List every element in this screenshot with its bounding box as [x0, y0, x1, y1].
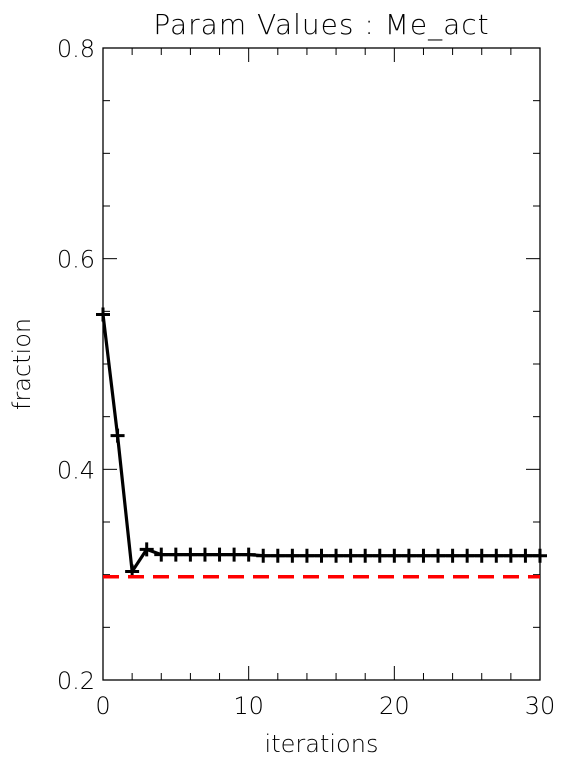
x-tick-label: 30 — [525, 692, 556, 720]
y-axis-label: fraction — [8, 318, 36, 410]
data-point-marker — [358, 548, 373, 563]
data-point-marker — [154, 547, 169, 562]
data-point-marker — [503, 548, 518, 563]
data-point-marker — [372, 548, 387, 563]
data-point-marker — [256, 548, 271, 563]
data-point-marker — [212, 547, 227, 562]
y-tick-label: 0.4 — [57, 456, 95, 484]
data-point-marker — [518, 548, 533, 563]
data-point-marker — [489, 548, 504, 563]
data-point-marker — [168, 547, 183, 562]
data-point-marker — [270, 548, 285, 563]
data-point-marker — [110, 428, 125, 443]
series-line — [101, 314, 540, 574]
data-point-marker — [329, 548, 344, 563]
plot-area: 0 10 20 30 0.2 0.4 0.6 0.8 — [57, 35, 555, 720]
x-tick-label: 0 — [95, 692, 110, 720]
data-point-marker — [401, 548, 416, 563]
data-point-marker — [474, 548, 489, 563]
x-axis-label: iterations — [265, 730, 379, 758]
plot-frame — [102, 47, 541, 681]
data-point-marker — [227, 547, 242, 562]
data-point-marker — [197, 547, 212, 562]
x-tick-label: 20 — [379, 692, 410, 720]
data-point-marker — [96, 307, 110, 322]
chart-title: Param Values : Me_act — [153, 8, 489, 42]
data-point-marker — [139, 542, 154, 557]
x-tick-label: 10 — [233, 692, 264, 720]
data-point-marker — [183, 547, 198, 562]
data-point-marker — [533, 548, 547, 563]
y-tick-label: 0.8 — [57, 35, 95, 63]
data-point-marker — [460, 548, 475, 563]
data-point-marker — [343, 548, 358, 563]
data-point-marker — [241, 547, 256, 562]
data-point-marker — [314, 548, 329, 563]
data-point-marker — [299, 548, 314, 563]
data-point-marker — [445, 548, 460, 563]
data-point-marker — [431, 548, 446, 563]
y-tick-label: 0.6 — [57, 246, 95, 274]
y-tick-label: 0.2 — [57, 667, 95, 695]
data-point-marker — [416, 548, 431, 563]
data-point-marker — [285, 548, 300, 563]
data-point-marker — [387, 548, 402, 563]
